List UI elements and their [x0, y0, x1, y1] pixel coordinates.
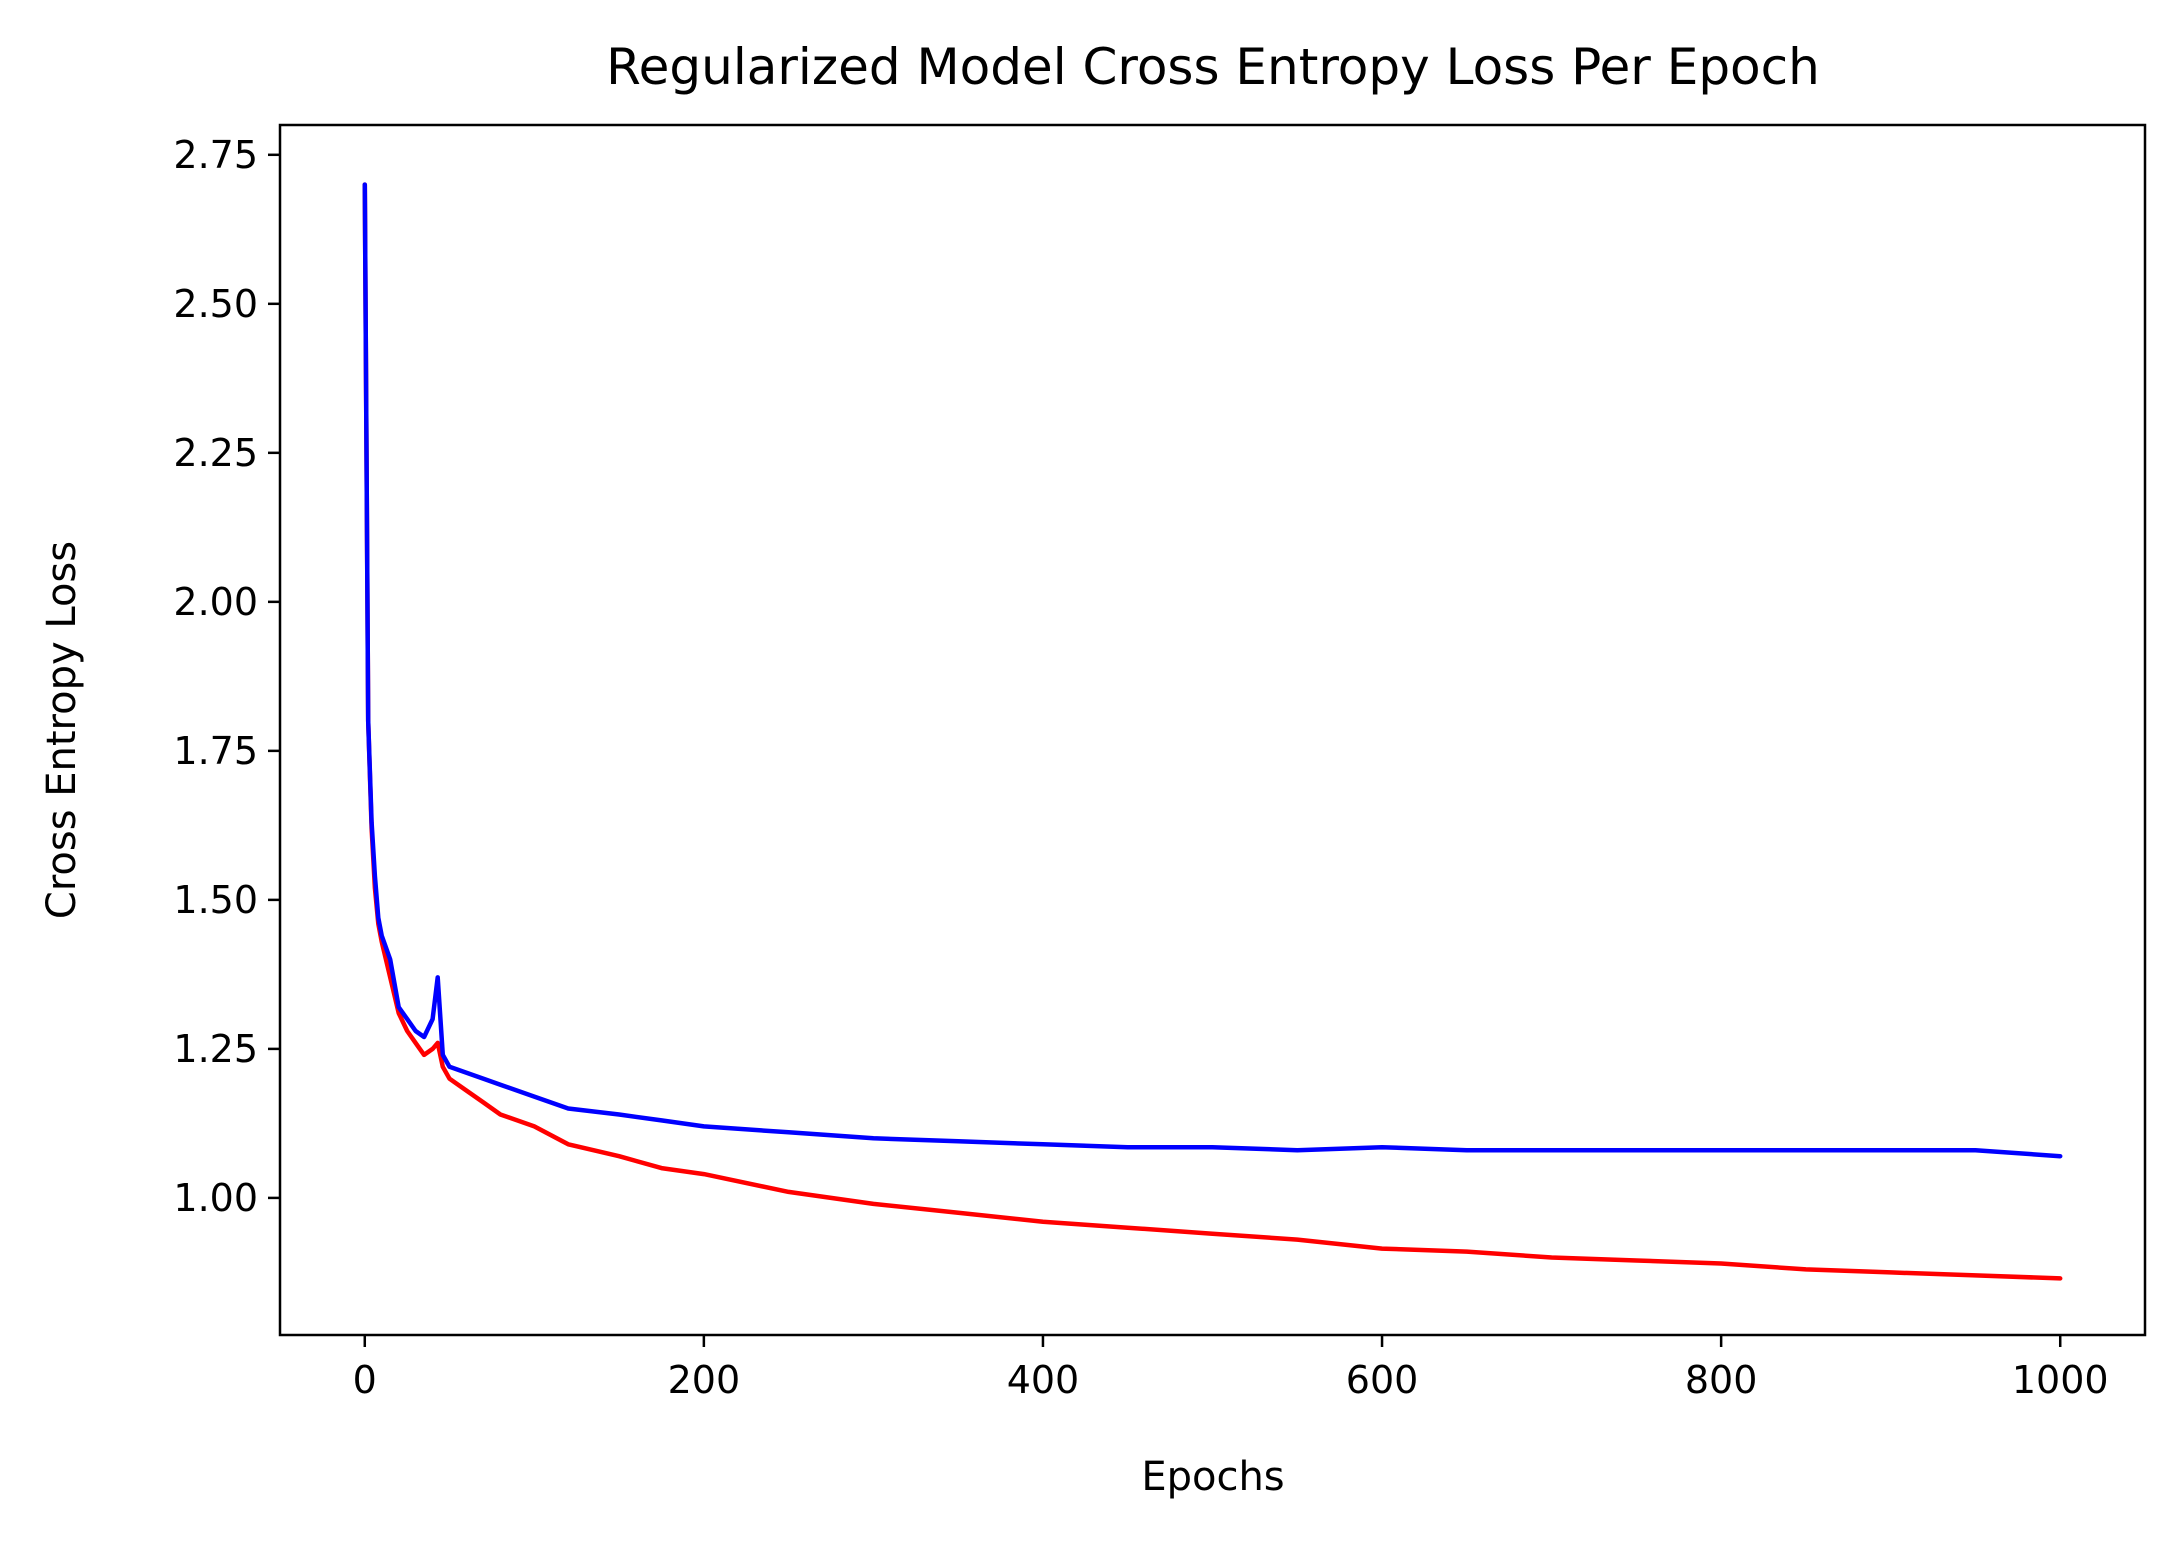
y-tick-label: 2.00 [173, 580, 258, 624]
y-tick-label: 1.50 [173, 878, 258, 922]
x-tick-label: 200 [668, 1358, 741, 1402]
series-line-red [362, 182, 2063, 1281]
y-tick-label: 1.25 [173, 1027, 258, 1071]
series-line-blue [362, 182, 2063, 1159]
y-axis: 1.00 1.25 1.50 1.75 2.00 2.25 2.50 2.75 [173, 133, 280, 1220]
y-tick-label: 2.75 [173, 133, 258, 177]
y-tick-label: 2.50 [173, 282, 258, 326]
series-layer [362, 182, 2063, 1281]
x-tick-label: 0 [353, 1358, 377, 1402]
y-axis-label: Cross Entropy Loss [39, 541, 85, 919]
y-tick-label: 1.75 [173, 729, 258, 773]
x-tick-label: 800 [1685, 1358, 1758, 1402]
y-tick-label: 1.00 [173, 1176, 258, 1220]
x-tick-label: 400 [1007, 1358, 1080, 1402]
x-tick-label: 600 [1346, 1358, 1419, 1402]
x-axis: 0 200 400 600 800 1000 [353, 1335, 2109, 1402]
y-tick-label: 2.25 [173, 431, 258, 475]
x-axis-label: Epochs [1141, 1454, 1284, 1500]
chart-title: Regularized Model Cross Entropy Loss Per… [606, 38, 1820, 96]
x-tick-label: 1000 [2012, 1358, 2109, 1402]
plot-frame [278, 123, 2147, 1337]
